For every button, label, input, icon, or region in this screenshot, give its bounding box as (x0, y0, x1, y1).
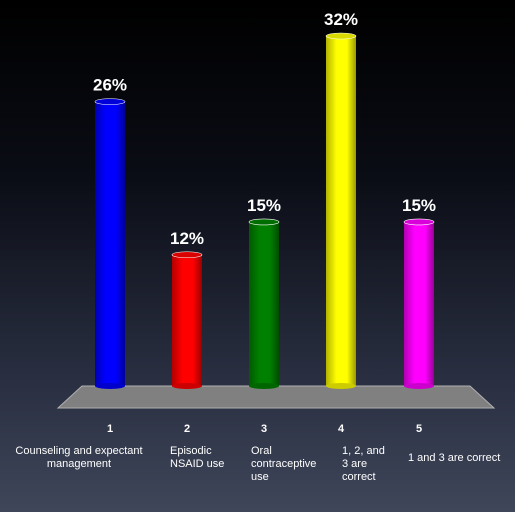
bar-2 (172, 254, 202, 386)
bar-base-3 (249, 383, 279, 389)
bar-1 (95, 101, 125, 386)
category-label-5: 1 and 3 are correct (408, 452, 501, 464)
bar-cap-3 (248, 218, 280, 226)
bar-base-1 (95, 383, 125, 389)
chart-floor (56, 385, 496, 409)
category-label-2: Episodic NSAID use (170, 445, 225, 470)
value-label-5: 15% (402, 196, 436, 215)
bar-cap-2 (171, 251, 203, 259)
category-label-3: Oral contraceptive use (251, 445, 317, 483)
tick-label-2: 2 (184, 423, 190, 435)
category-label-1: Counseling and expectant management (15, 445, 143, 470)
bar-base-5 (404, 383, 434, 389)
bar-3 (249, 221, 279, 386)
tick-label-5: 5 (416, 423, 422, 435)
bar-cap-5 (403, 218, 435, 226)
value-label-1: 26% (93, 76, 127, 95)
bar-4 (326, 36, 356, 386)
value-label-2: 12% (170, 229, 204, 248)
bar-base-2 (172, 383, 202, 389)
bar-cap-1 (94, 98, 126, 105)
category-label-4: 1, 2, and 3 are correct (342, 445, 385, 483)
value-label-3: 15% (247, 196, 281, 215)
tick-label-3: 3 (261, 423, 267, 435)
tick-label-1: 1 (107, 423, 113, 435)
bar-5 (404, 221, 434, 386)
tick-label-4: 4 (338, 423, 345, 435)
value-label-4: 32% (324, 10, 358, 29)
bar-base-4 (326, 383, 356, 389)
bar-cap-4 (325, 32, 357, 40)
